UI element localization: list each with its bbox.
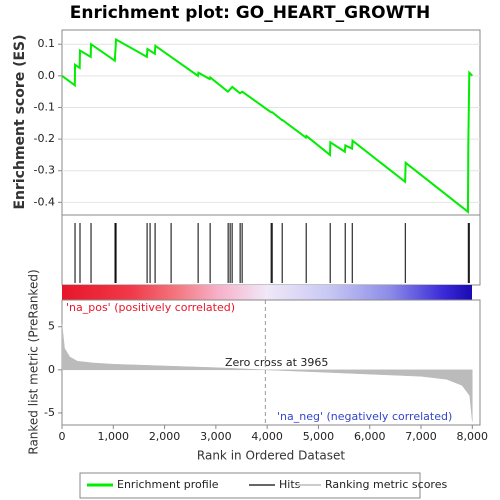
x-tick-label: 8,000 <box>457 430 489 443</box>
x-axis-label: Rank in Ordered Dataset <box>197 449 345 463</box>
enrichment-line <box>61 37 474 214</box>
color-bar <box>62 285 472 300</box>
x-tick-label: 7,000 <box>405 430 437 443</box>
x-tick-label: 5,000 <box>303 430 335 443</box>
metric-area <box>61 324 473 422</box>
y-tick-label: -0.1 <box>34 100 55 113</box>
y-tick-label: -0.3 <box>34 164 55 177</box>
metric-axis-label: Ranked list metric (PreRanked) <box>27 269 41 454</box>
y-tick-label: -0.2 <box>34 132 55 145</box>
x-tick-label: 4,000 <box>251 430 283 443</box>
y-tick-label: -0.4 <box>34 195 55 208</box>
y-tick-label: 0.0 <box>38 69 56 82</box>
x-tick-label: 2,000 <box>149 430 181 443</box>
es-axis-label: Enrichment score (ES) <box>12 34 28 209</box>
y-tick-label: 0.1 <box>38 37 56 50</box>
x-tick-label: 3,000 <box>200 430 232 443</box>
y-tick-label: 5 <box>48 320 55 333</box>
y-tick-label: -5 <box>44 406 55 419</box>
chart-title: Enrichment plot: GO_HEART_GROWTH <box>70 3 430 23</box>
pos-annotation: 'na_pos' (positively correlated) <box>66 301 235 314</box>
neg-annotation: 'na_neg' (negatively correlated) <box>277 410 452 423</box>
x-tick-label: 1,000 <box>98 430 130 443</box>
x-tick-label: 6,000 <box>354 430 386 443</box>
legend-label: Hits <box>279 478 301 491</box>
legend-label: Enrichment profile <box>117 478 219 491</box>
x-tick-label: 0 <box>59 430 66 443</box>
legend-label: Ranking metric scores <box>325 478 447 491</box>
y-tick-label: 0 <box>48 363 55 376</box>
zero-annotation: Zero cross at 3965 <box>225 356 328 369</box>
